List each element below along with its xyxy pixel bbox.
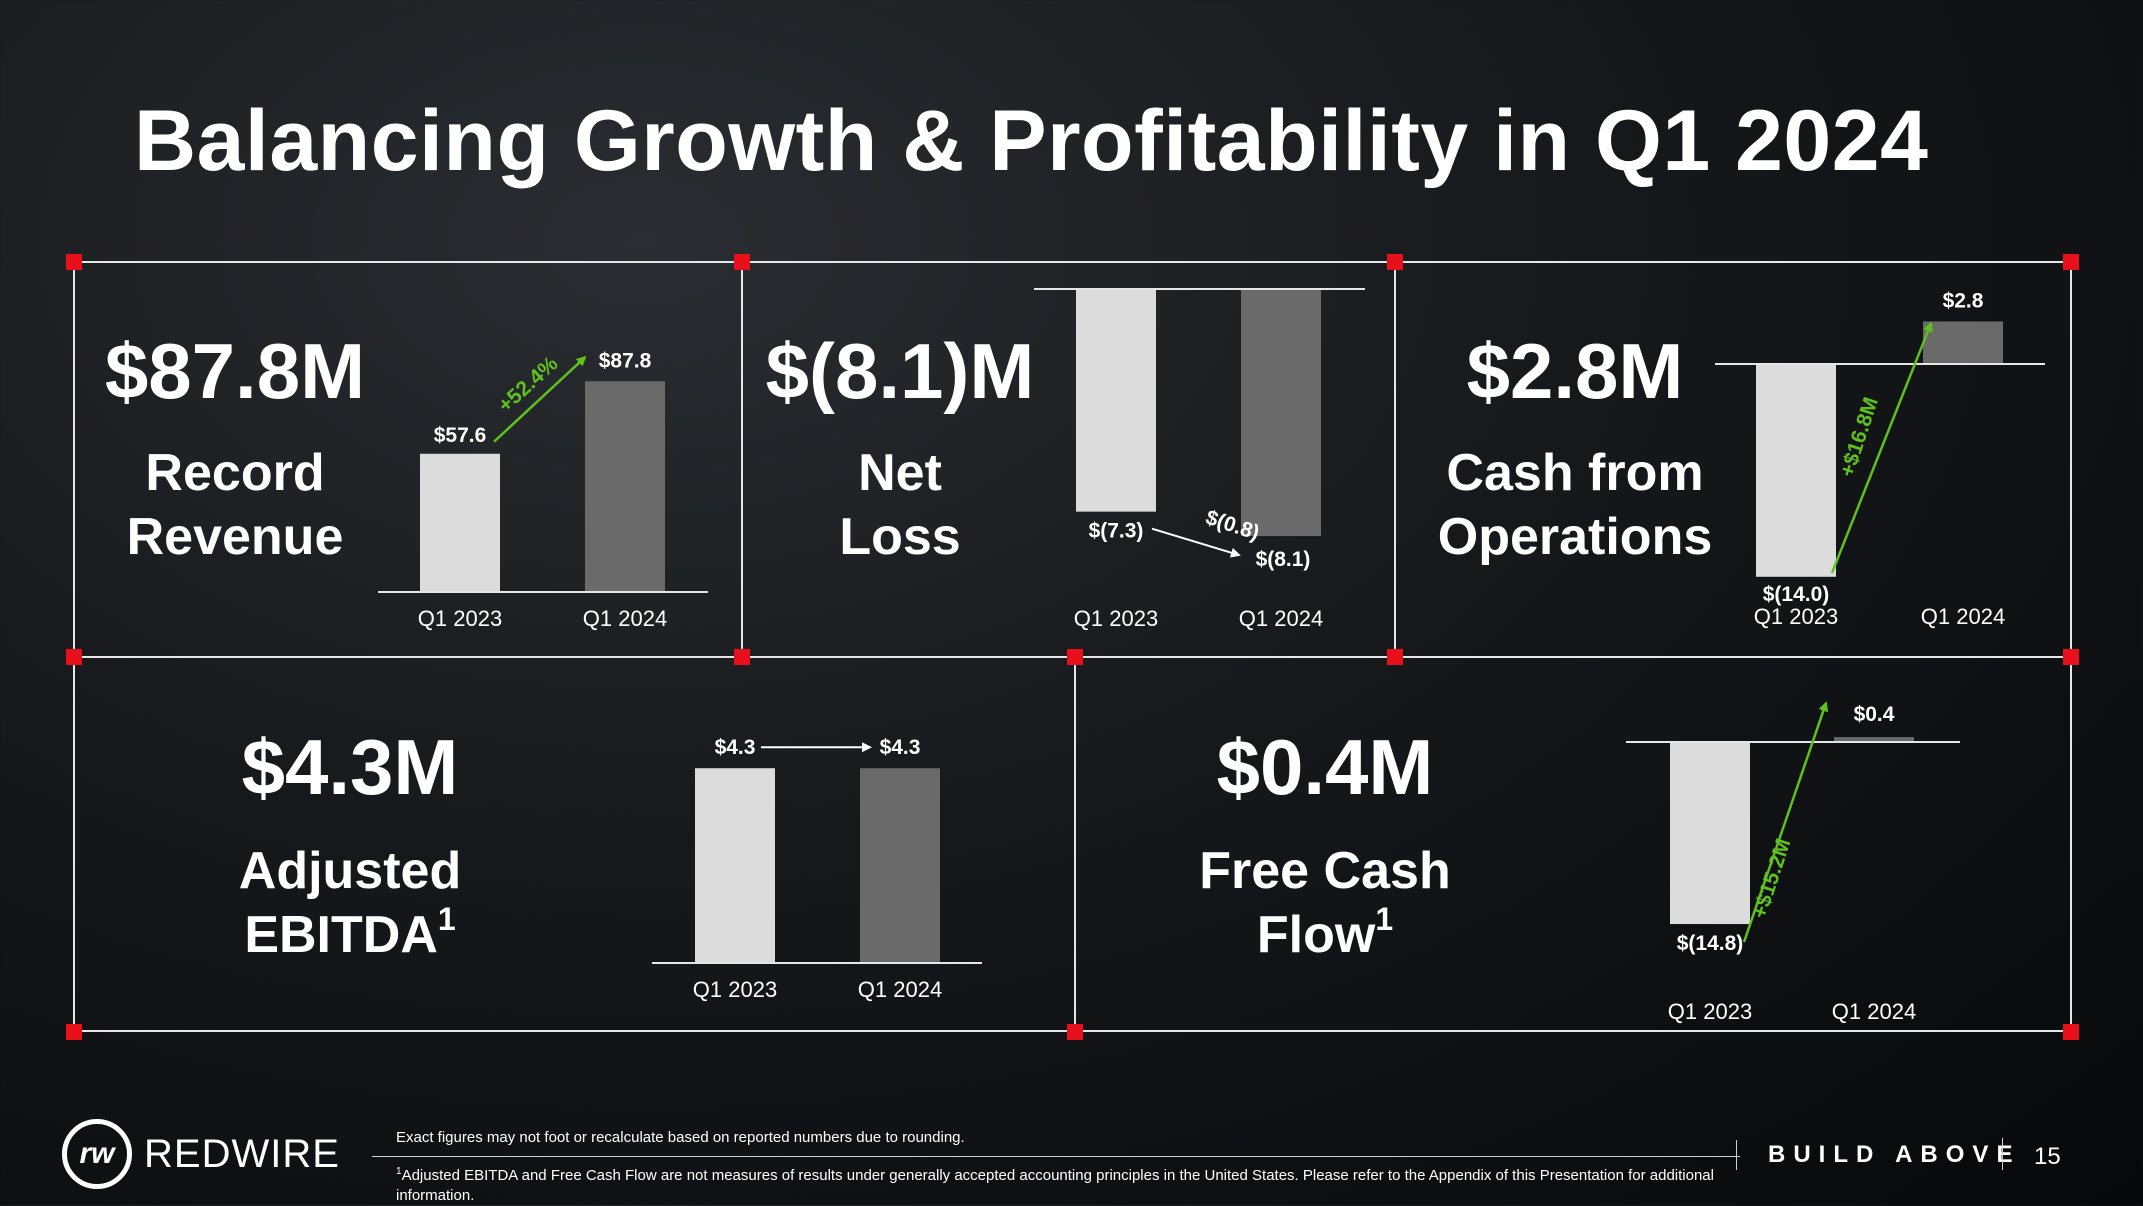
cash_ops-bar-1 — [1756, 364, 1836, 577]
revenue-tick-label: Q1 2023 — [418, 606, 502, 631]
fcf-value-label: $(14.8) — [1677, 932, 1744, 955]
fcf-value-label: $0.4 — [1854, 703, 1895, 726]
footer-divider-cap — [1736, 1140, 1737, 1170]
revenue-bar-1 — [420, 454, 500, 592]
revenue-value-label: $87.8 — [599, 349, 652, 372]
revenue-bar-2 — [585, 381, 665, 592]
cash_ops-bar-2 — [1923, 321, 2003, 364]
footer-divider — [372, 1156, 1740, 1157]
ebitda-value-label: $4.3 — [880, 736, 921, 759]
ebitda-bar-2 — [860, 768, 940, 963]
ebitda-tick-label: Q1 2023 — [693, 977, 777, 1002]
net-loss-value-label: $(7.3) — [1089, 520, 1144, 543]
ebitda-bar-1 — [695, 768, 775, 963]
cash-ops-growth-label: +$16.8M — [1836, 394, 1883, 479]
net_loss-tick-label: Q1 2024 — [1239, 606, 1323, 631]
footnote-rounding: Exact figures may not foot or recalculat… — [396, 1129, 965, 1146]
charts-layer: Q1 2023 Q1 2024 $57.6 $87.8 +52.4% Q1 2023 Q1 … — [0, 0, 2143, 1205]
net_loss-bar-1 — [1076, 289, 1156, 512]
brand-name: REDWIRE — [144, 1132, 340, 1177]
tagline-divider — [2002, 1138, 2003, 1170]
redwire-logo: rw REDWIRE — [62, 1118, 340, 1190]
revenue-growth-label: +52.4% — [494, 352, 563, 417]
ebitda-tick-label: Q1 2024 — [858, 977, 942, 1002]
cash-ops-value-label: $2.8 — [1943, 289, 1984, 312]
tagline: BUILD ABOVE — [1768, 1141, 2020, 1169]
cash_ops-tick-label: Q1 2024 — [1921, 604, 2005, 629]
revenue-value-label: $57.6 — [434, 424, 487, 447]
cash_ops-tick-label: Q1 2023 — [1754, 604, 1838, 629]
footnote-text: Adjusted EBITDA and Free Cash Flow are n… — [396, 1167, 1714, 1204]
net-loss-value-label: $(8.1) — [1256, 548, 1311, 571]
fcf-tick-label: Q1 2023 — [1668, 999, 1752, 1024]
net_loss-bar-2 — [1241, 289, 1321, 536]
ebitda-value-label: $4.3 — [715, 736, 756, 759]
cash-ops-value-label: $(14.0) — [1763, 583, 1830, 606]
page-number: 15 — [2034, 1143, 2061, 1171]
net_loss-tick-label: Q1 2023 — [1074, 606, 1158, 631]
footnote-non-gaap: 1Adjusted EBITDA and Free Cash Flow are … — [396, 1162, 1726, 1206]
fcf-bar-1 — [1670, 742, 1750, 924]
fcf-growth-label: +$15.2M — [1748, 836, 1795, 921]
redwire-logo-icon: rw — [62, 1119, 132, 1189]
revenue-tick-label: Q1 2024 — [583, 606, 667, 631]
fcf-tick-label: Q1 2024 — [1832, 999, 1916, 1024]
